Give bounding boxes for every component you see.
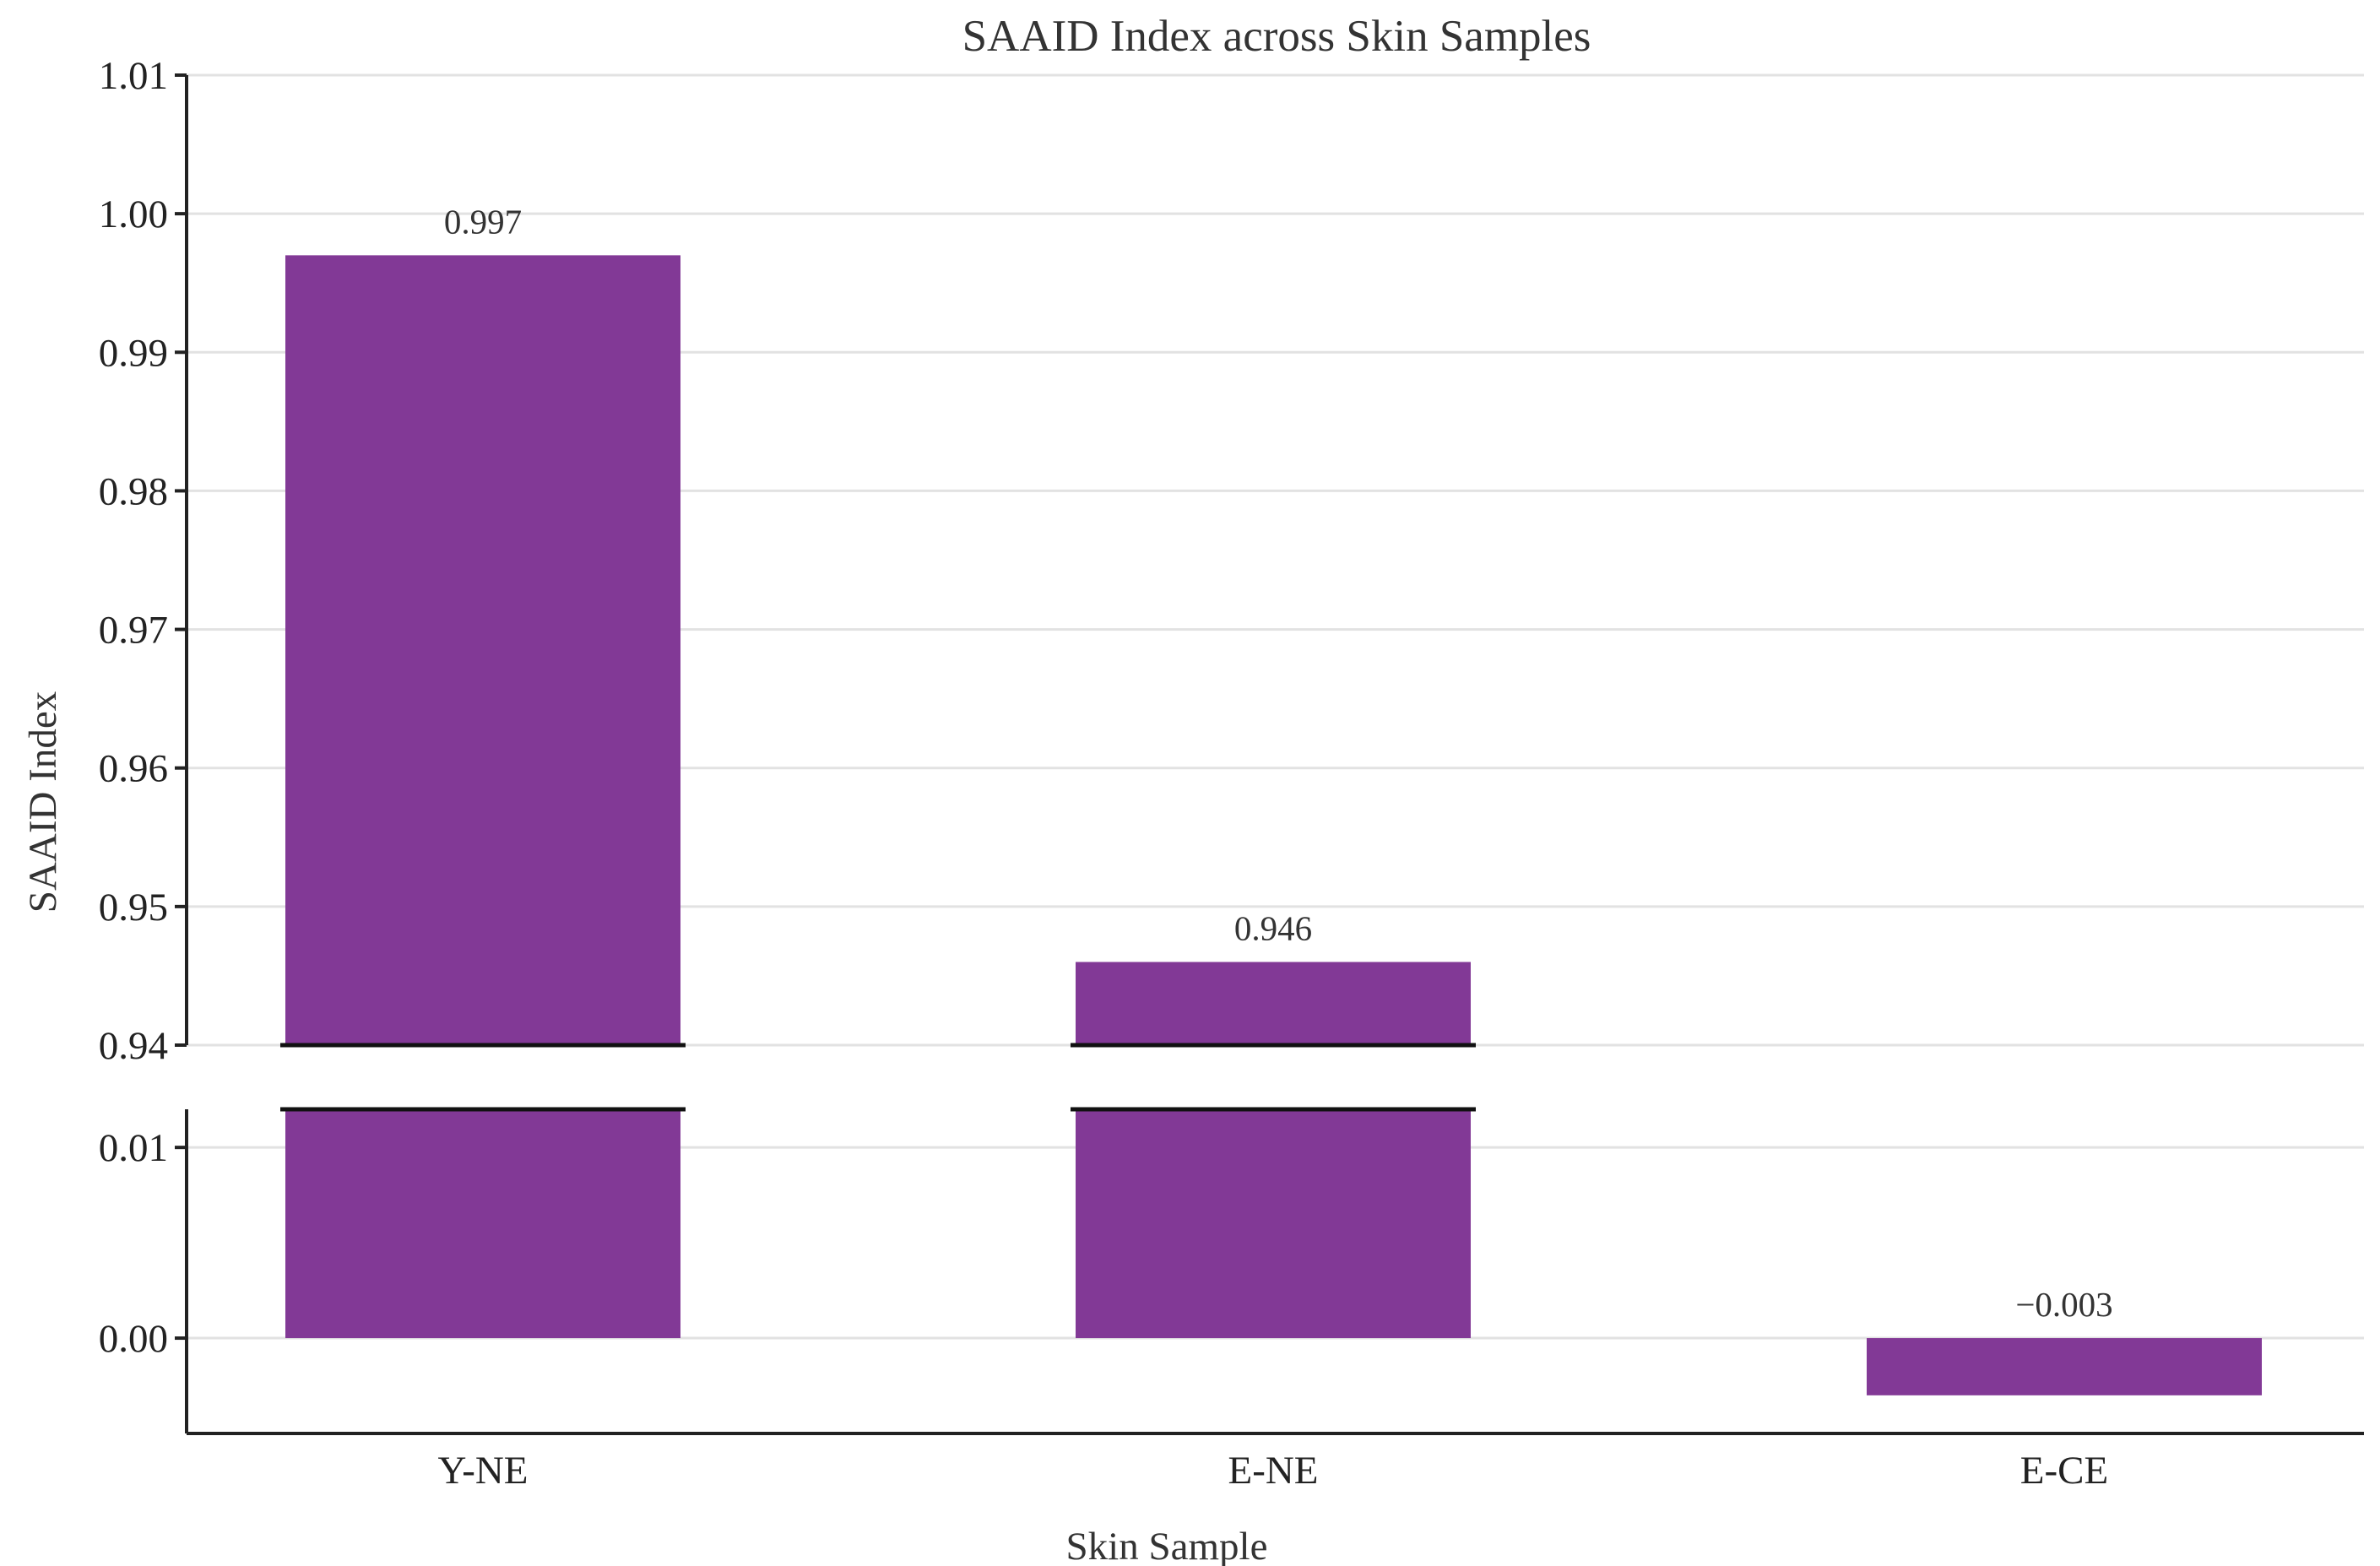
y-tick-label: 0.01 — [99, 1126, 168, 1170]
tick-labels: 0.94 0.95 0.96 0.97 0.98 0.99 1.00 1.01 0.00 0.01… — [99, 54, 2108, 1493]
y-tick-label: 1.00 — [99, 192, 168, 236]
x-tick-label: E-CE — [2020, 1449, 2108, 1493]
data-labels: 0.997 0.946 −0.003 — [444, 202, 2113, 1324]
chart-title: SAAID Index across Skin Samples — [962, 12, 1591, 61]
bar-y-ne-lower — [285, 1109, 680, 1339]
x-axis-label: Skin Sample — [1066, 1525, 1268, 1566]
bar-e-ne-upper — [1076, 962, 1471, 1045]
x-tick-label: E-NE — [1228, 1449, 1318, 1493]
data-label: 0.997 — [444, 202, 522, 241]
y-axis-label: SAAID Index — [21, 691, 65, 913]
y-tick-label: 0.99 — [99, 331, 168, 375]
bar-y-ne-upper — [285, 255, 680, 1045]
bar-e-ce — [1867, 1338, 2262, 1395]
bar-e-ne-lower — [1076, 1109, 1471, 1339]
y-tick-label: 0.98 — [99, 469, 168, 513]
y-tick-label: 0.96 — [99, 747, 168, 791]
data-label: 0.946 — [1234, 909, 1312, 948]
y-tick-label: 0.94 — [99, 1024, 168, 1068]
y-tick-label: 0.95 — [99, 886, 168, 929]
x-tick-label: Y-NE — [437, 1449, 528, 1493]
y-tick-label: 0.97 — [99, 609, 168, 653]
bars — [285, 255, 2262, 1395]
axis-break-marks — [280, 1043, 1476, 1112]
y-tick-label: 1.01 — [99, 54, 168, 98]
y-tick-label: 0.00 — [99, 1317, 168, 1361]
data-label: −0.003 — [2015, 1285, 2112, 1324]
axes — [175, 73, 2364, 1435]
